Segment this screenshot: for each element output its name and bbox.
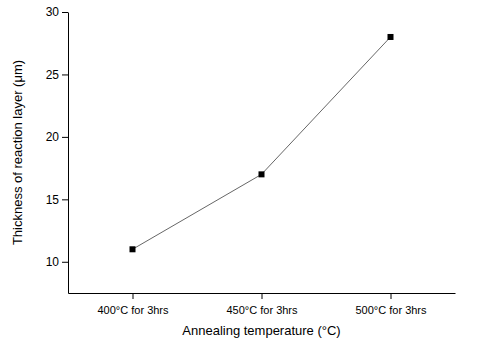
y-tick-mark [62,199,68,200]
y-axis-line [68,13,69,294]
chart: 400°C for 3hrs 450°C for 3hrs 500°C for 3h… [0,0,479,345]
y-tick-label: 30 [46,5,60,19]
y-tick: 20 [46,130,68,144]
x-axis: 400°C for 3hrs 450°C for 3hrs 500°C for 3h… [69,293,456,316]
y-tick-label: 25 [46,68,60,82]
marks [130,34,394,252]
marker [130,246,136,252]
y-tick: 30 [46,5,68,19]
y-tick: 15 [46,193,68,207]
y-tick-label: 15 [46,193,60,207]
y-tick-label: 10 [46,255,60,269]
plot: 400°C for 3hrs 450°C for 3hrs 500°C for 3h… [46,5,456,316]
x-tick-mark [133,293,134,299]
x-tick-mark [391,293,392,299]
x-tick-label: 450°C for 3hrs [226,304,298,316]
y-tick-mark [62,12,68,13]
marker [388,34,394,40]
y-tick: 10 [46,255,68,269]
x-tick-label: 400°C for 3hrs [97,304,169,316]
x-tick: 450°C for 3hrs [226,293,298,316]
y-axis: 10 15 20 25 30 [46,5,69,293]
y-tick-mark [62,74,68,75]
line [133,37,391,249]
x-tick-mark [262,293,263,299]
y-tick-mark [62,262,68,263]
y-tick-label: 20 [46,130,60,144]
y-tick: 25 [46,68,68,82]
y-axis-title: Thickness of reaction layer (μm) [10,60,25,245]
marker [259,171,265,177]
x-tick-label: 500°C for 3hrs [355,304,427,316]
x-tick: 500°C for 3hrs [355,293,427,316]
x-axis-title: Annealing temperature (°C) [182,323,340,338]
y-tick-mark [62,137,68,138]
x-tick: 400°C for 3hrs [97,293,169,316]
